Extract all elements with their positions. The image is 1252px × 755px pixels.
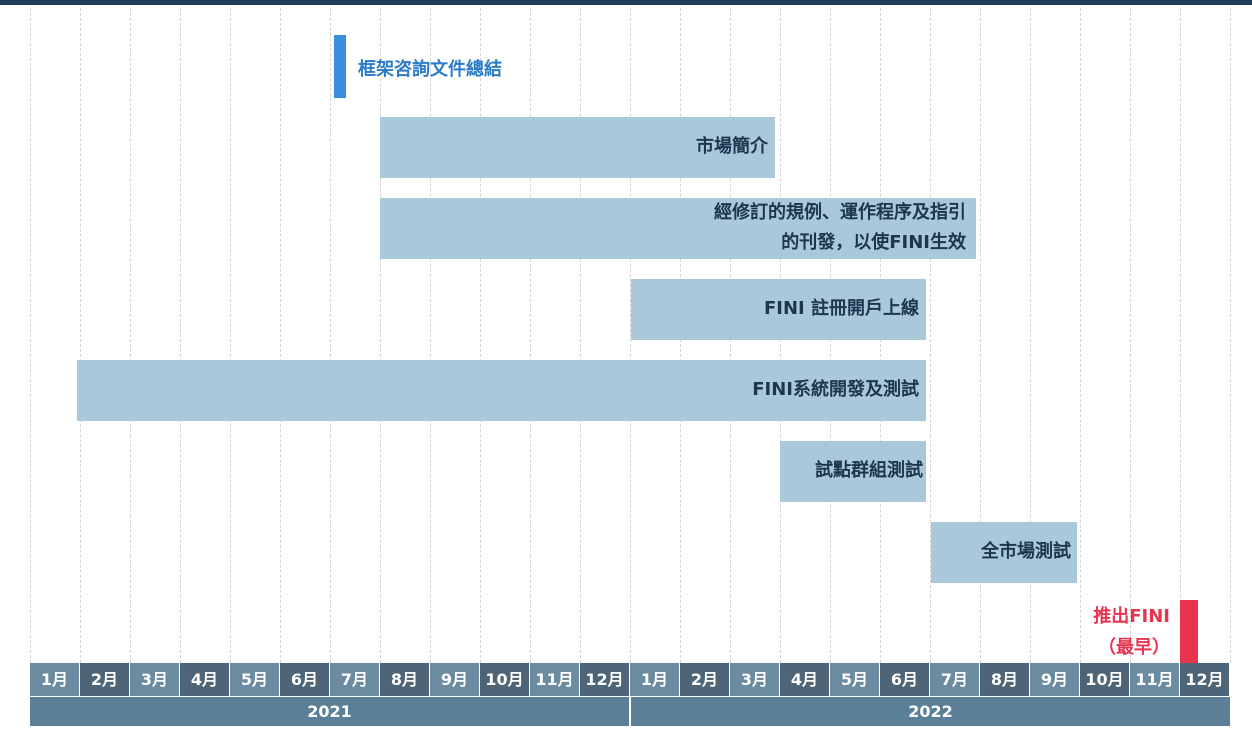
grid-line — [930, 8, 931, 663]
month-label: 3月 — [730, 663, 779, 696]
task-label: 試點群組測試 — [815, 460, 923, 481]
grid-line — [430, 8, 431, 663]
task-label: 框架咨詢文件總結 — [358, 59, 502, 80]
month-label: 1月 — [630, 663, 679, 696]
grid-line — [1080, 8, 1081, 663]
top-bar — [0, 0, 1252, 5]
launch-label-line: （最早） — [1098, 637, 1170, 658]
month-label: 7月 — [930, 663, 979, 696]
task-bar — [931, 522, 1077, 583]
task-label-line: 經修訂的規例、運作程序及指引 — [714, 202, 966, 223]
grid-line — [1230, 8, 1231, 663]
grid-line — [980, 8, 981, 663]
task-label: FINI 註冊開戶上線 — [763, 298, 919, 319]
task-bar — [380, 198, 976, 259]
month-label: 8月 — [980, 663, 1029, 696]
launch-marker — [1180, 600, 1198, 663]
month-label: 6月 — [280, 663, 329, 696]
grid-line — [230, 8, 231, 663]
grid-line — [480, 8, 481, 663]
task-label: 經修訂的規例、運作程序及指引 的刊發，以使FINI生效 — [380, 198, 966, 258]
year-label: 2022 — [631, 697, 1230, 726]
launch-label-line: 推出FINI — [1093, 606, 1170, 627]
grid-line — [180, 8, 181, 663]
grid-line — [130, 8, 131, 663]
grid-line — [630, 8, 631, 663]
month-label: 2月 — [680, 663, 729, 696]
task-bar — [380, 117, 775, 178]
task-bar — [780, 441, 926, 502]
month-label: 3月 — [130, 663, 179, 696]
month-label: 11月 — [530, 663, 579, 696]
grid-line — [280, 8, 281, 663]
month-label: 12月 — [580, 663, 629, 696]
grid-line — [1030, 8, 1031, 663]
grid-line — [330, 8, 331, 663]
month-label: 6月 — [880, 663, 929, 696]
month-label: 9月 — [430, 663, 479, 696]
grid-line — [580, 8, 581, 663]
month-label: 2月 — [80, 663, 129, 696]
launch-label: 推出FINI （最早） — [1040, 601, 1170, 663]
grid-line — [1130, 8, 1131, 663]
grid-line — [80, 8, 81, 663]
month-label: 10月 — [1080, 663, 1129, 696]
year-label: 2021 — [30, 697, 629, 726]
month-label: 11月 — [1130, 663, 1179, 696]
month-label: 1月 — [30, 663, 79, 696]
month-label: 9月 — [1030, 663, 1079, 696]
month-label: 4月 — [780, 663, 829, 696]
grid-line — [1180, 8, 1181, 663]
task-bar — [77, 360, 926, 421]
milestone-marker — [334, 35, 346, 98]
task-label: 市場簡介 — [696, 136, 768, 157]
task-label: 全市場測試 — [981, 541, 1071, 562]
grid-line — [530, 8, 531, 663]
month-label: 8月 — [380, 663, 429, 696]
task-label-line: 的刊發，以使FINI生效 — [781, 232, 966, 253]
month-label: 5月 — [230, 663, 279, 696]
month-label: 5月 — [830, 663, 879, 696]
task-label: FINI系統開發及測試 — [752, 379, 919, 400]
month-label: 12月 — [1180, 663, 1229, 696]
grid-line — [380, 8, 381, 663]
task-bar — [631, 279, 926, 340]
grid-line — [30, 8, 31, 663]
month-label: 4月 — [180, 663, 229, 696]
month-label: 7月 — [330, 663, 379, 696]
month-label: 10月 — [480, 663, 529, 696]
